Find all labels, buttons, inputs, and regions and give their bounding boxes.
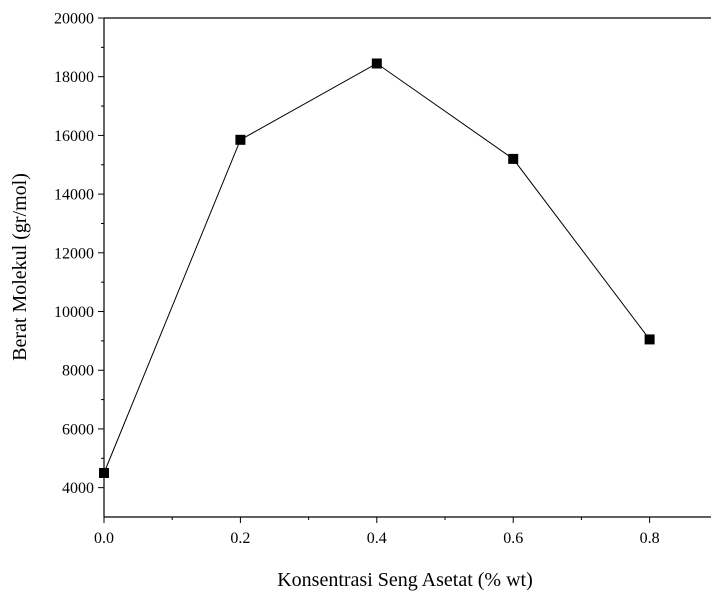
x-axis-title: Konsentrasi Seng Asetat (% wt) xyxy=(277,569,533,591)
y-tick-label: 18000 xyxy=(54,69,94,86)
data-point-marker xyxy=(508,153,519,164)
y-tick-label: 20000 xyxy=(54,11,94,28)
data-point-marker xyxy=(371,58,382,69)
y-tick-label: 10000 xyxy=(54,304,94,321)
y-tick-label: 14000 xyxy=(54,187,94,204)
x-tick-label: 0.4 xyxy=(367,530,387,547)
data-point-marker xyxy=(644,334,655,345)
axes xyxy=(103,17,711,518)
ticks xyxy=(98,17,651,523)
data-point-marker xyxy=(235,134,246,145)
x-tick-label: 0.8 xyxy=(640,530,660,547)
x-tick-label: 0.2 xyxy=(230,530,250,547)
y-tick-label: 16000 xyxy=(54,128,94,145)
y-tick-label: 6000 xyxy=(62,421,94,438)
series-line xyxy=(103,62,650,474)
x-tick-label: 0.6 xyxy=(503,530,523,547)
data-point-marker xyxy=(99,467,109,478)
series xyxy=(99,58,655,478)
x-tick-label: 0.0 xyxy=(94,530,114,547)
y-axis-title: Berat Molekul (gr/mol) xyxy=(9,173,31,361)
tick-labels: 0.0 0.2 0.4 0.6 0.8 4000 6000 8000 10000 12000 140… xyxy=(54,11,660,548)
y-tick-label: 12000 xyxy=(54,245,94,262)
y-tick-label: 8000 xyxy=(62,363,94,380)
y-tick-label: 4000 xyxy=(62,480,94,497)
